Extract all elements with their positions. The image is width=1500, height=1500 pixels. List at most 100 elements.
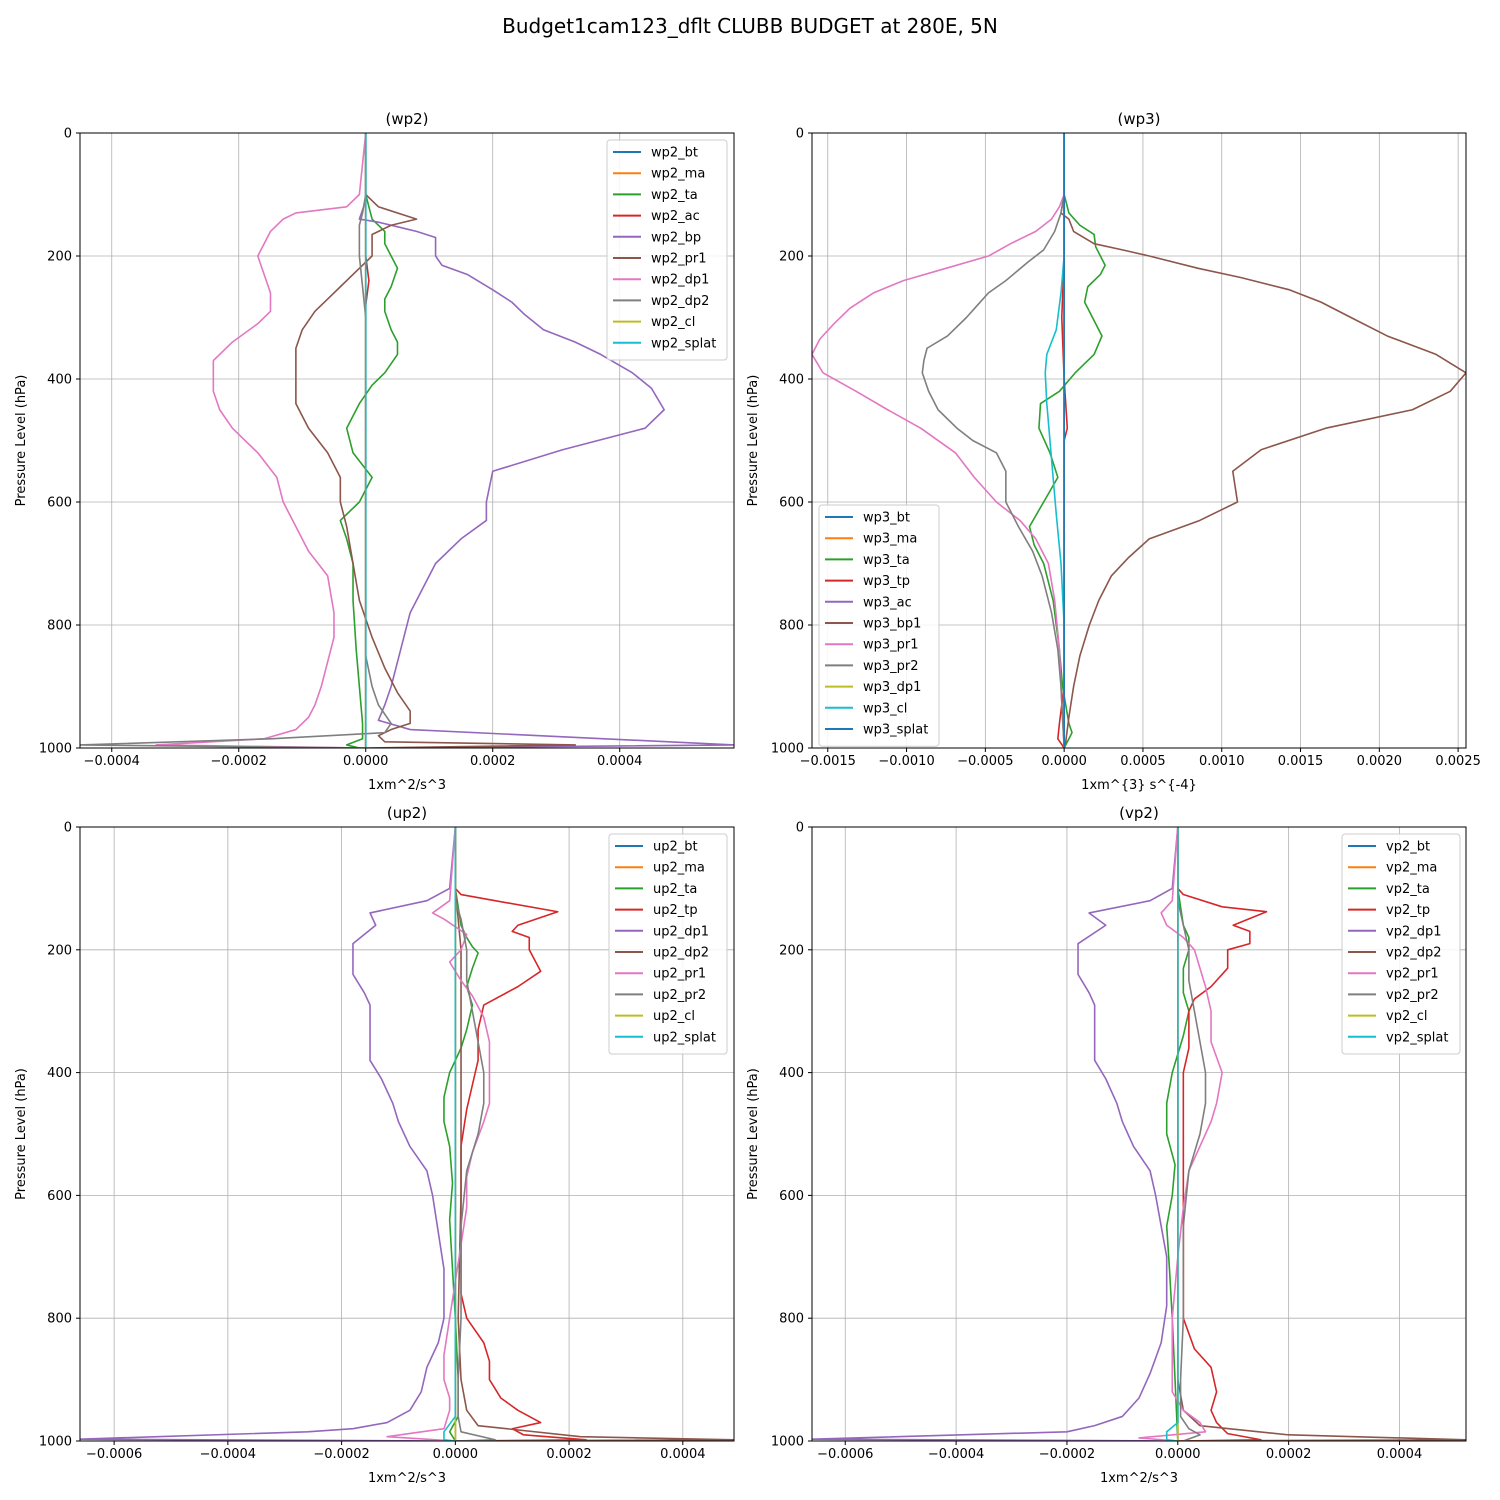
- x-tick-label: −0.0004: [84, 754, 140, 769]
- y-tick-label: 200: [47, 943, 72, 958]
- series-line-vp2_tp: [1177, 827, 1268, 1441]
- series-line-wp2_dp2: [80, 133, 392, 748]
- legend-label: wp2_bt: [651, 146, 698, 161]
- series-line-wp3_ta: [1028, 133, 1106, 748]
- x-axis-label: 1xm^2/s^3: [368, 1471, 446, 1486]
- x-tick-label: 0.0010: [1199, 754, 1245, 769]
- x-tick-label: 0.0015: [1278, 754, 1324, 769]
- axes-frame: [811, 132, 1467, 749]
- legend-label: wp3_bt: [863, 511, 910, 526]
- legend-label: up2_ta: [653, 882, 697, 897]
- series-line-wp2_pr1: [295, 133, 577, 748]
- legend: wp2_bt wp2_ma wp2_ta wp2_ac wp2_bp wp2_pr1 wp2…: [606, 139, 728, 361]
- series-group: [80, 827, 734, 1441]
- x-tick-label: 0.0020: [1357, 754, 1403, 769]
- legend-label: wp3_cl: [863, 701, 907, 716]
- legend-label: up2_pr2: [653, 988, 706, 1003]
- legend-label: wp3_dp1: [863, 680, 921, 695]
- legend-label: up2_pr1: [653, 967, 706, 982]
- series-line-wp3_tp: [1057, 133, 1069, 748]
- legend-label: wp3_pr1: [863, 638, 919, 653]
- legend-label: wp3_pr2: [863, 659, 919, 674]
- x-tick-label: −0.0002: [211, 754, 267, 769]
- subplot-up2: −0.0006 −0.0004 −0.0002 0.0000 0.0002 0.0004 0…: [14, 804, 735, 1486]
- y-tick-label: 0: [64, 127, 72, 142]
- legend-label: wp2_dp2: [651, 294, 709, 309]
- y-tick-label: 600: [779, 496, 804, 511]
- x-tick-label: −0.0002: [1039, 1447, 1095, 1462]
- legend-label: vp2_splat: [1386, 1030, 1448, 1045]
- x-tick-label: 0.0000: [1155, 1447, 1201, 1462]
- series-line-vp2_splat: [1165, 827, 1179, 1441]
- legend-label: wp2_pr1: [651, 252, 707, 267]
- series-line-wp2_ta: [339, 133, 399, 748]
- legend-label: wp3_ta: [863, 553, 910, 568]
- axes-frame: [79, 826, 735, 1442]
- series-line-wp2_dp1: [155, 133, 367, 748]
- series-line-up2_pr2: [454, 827, 496, 1441]
- subplot-title: (up2): [387, 804, 427, 822]
- series-line-vp2_pr1: [1138, 827, 1223, 1441]
- x-tick-label: 0.0004: [660, 1447, 706, 1462]
- x-tick-label: 0.0004: [597, 754, 643, 769]
- x-tick-label: −0.0006: [86, 1447, 142, 1462]
- x-tick-label: 0.0000: [343, 754, 389, 769]
- x-tick-label: 0.0025: [1435, 754, 1481, 769]
- subplot-title: (wp2): [385, 110, 428, 128]
- y-axis-label: Pressure Level (hPa): [746, 1068, 761, 1200]
- series-line-wp3_pr1: [812, 133, 1065, 748]
- x-axis-label: 1xm^{3} s^{-4}: [1081, 778, 1197, 793]
- legend-label: vp2_dp2: [1386, 946, 1442, 961]
- series-line-wp3_bp1: [1060, 133, 1466, 748]
- x-tick-label: −0.0010: [878, 754, 934, 769]
- y-tick-label: 400: [47, 373, 72, 388]
- legend-label: wp3_ma: [863, 532, 917, 547]
- y-tick-label: 200: [47, 250, 72, 265]
- legend-label: wp3_tp: [863, 574, 910, 589]
- legend-label: wp3_bp1: [863, 617, 921, 632]
- x-tick-label: 0.0000: [433, 1447, 479, 1462]
- series-line-up2_pr1: [386, 827, 491, 1441]
- legend-label: wp2_ac: [651, 209, 700, 224]
- figure-title: Budget1cam123_dflt CLUBB BUDGET at 280E,…: [502, 14, 998, 38]
- legend: vp2_bt vp2_ma vp2_ta vp2_tp vp2_dp1 vp2_dp2vp…: [1341, 833, 1461, 1055]
- legend-label: vp2_ma: [1386, 861, 1437, 876]
- x-tick-label: −0.0002: [313, 1447, 369, 1462]
- x-tick-label: −0.0015: [800, 754, 856, 769]
- y-axis-label: Pressure Level (hPa): [746, 375, 761, 507]
- x-tick-label: 0.0002: [470, 754, 516, 769]
- y-tick-label: 600: [47, 1189, 72, 1204]
- x-tick-label: 0.0004: [1377, 1447, 1423, 1462]
- y-tick-label: 1000: [39, 1435, 72, 1450]
- legend-label: wp3_ac: [863, 595, 912, 610]
- x-tick-label: 0.0002: [546, 1447, 592, 1462]
- subplot-wp3: −0.0015 −0.0010 −0.0005 0.0000 0.0005 0.0010 0…: [746, 110, 1481, 793]
- x-tick-label: −0.0006: [817, 1447, 873, 1462]
- y-tick-label: 600: [779, 1189, 804, 1204]
- y-tick-label: 400: [779, 1066, 804, 1081]
- y-tick-label: 0: [796, 821, 804, 836]
- y-tick-label: 800: [47, 619, 72, 634]
- legend-label: wp2_ma: [651, 167, 705, 182]
- series-line-vp2_dp1: [812, 827, 1179, 1441]
- legend-label: vp2_pr2: [1386, 988, 1439, 1003]
- y-tick-label: 800: [779, 1312, 804, 1327]
- series-line-up2_dp1: [80, 827, 457, 1441]
- x-tick-label: 0.0000: [1041, 754, 1087, 769]
- legend-label: up2_tp: [653, 903, 698, 918]
- axes-frame: [79, 132, 735, 749]
- x-tick-label: −0.0005: [957, 754, 1013, 769]
- legend-label: wp2_splat: [651, 336, 716, 351]
- legend-label: vp2_ta: [1386, 882, 1430, 897]
- x-tick-label: 0.0005: [1120, 754, 1166, 769]
- legend-label: vp2_tp: [1386, 903, 1430, 918]
- series-line-wp2_bp: [358, 133, 734, 748]
- legend: wp3_bt wp3_ma wp3_ta wp3_tp wp3_ac wp3_bp1 wp3…: [818, 504, 940, 747]
- legend-label: wp2_ta: [651, 188, 698, 203]
- legend-label: up2_dp1: [653, 924, 709, 939]
- series-group: [812, 133, 1466, 748]
- legend-label: vp2_pr1: [1386, 967, 1439, 982]
- x-tick-label: 0.0002: [1266, 1447, 1312, 1462]
- subplot-wp2: −0.0004 −0.0002 0.0000 0.0002 0.0004 0 200 400 6…: [14, 110, 735, 793]
